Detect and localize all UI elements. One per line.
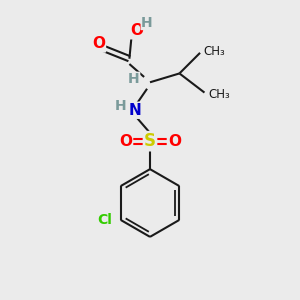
Text: O: O xyxy=(130,23,143,38)
Text: S: S xyxy=(144,132,156,150)
Text: H: H xyxy=(115,99,126,113)
Text: Cl: Cl xyxy=(97,213,112,227)
Text: N: N xyxy=(129,103,142,118)
Text: O: O xyxy=(119,134,132,149)
Text: H: H xyxy=(141,16,153,29)
Text: CH₃: CH₃ xyxy=(204,45,225,58)
Text: O: O xyxy=(168,134,181,149)
Text: H: H xyxy=(128,72,140,86)
Text: O: O xyxy=(92,37,105,52)
Text: CH₃: CH₃ xyxy=(208,88,230,100)
